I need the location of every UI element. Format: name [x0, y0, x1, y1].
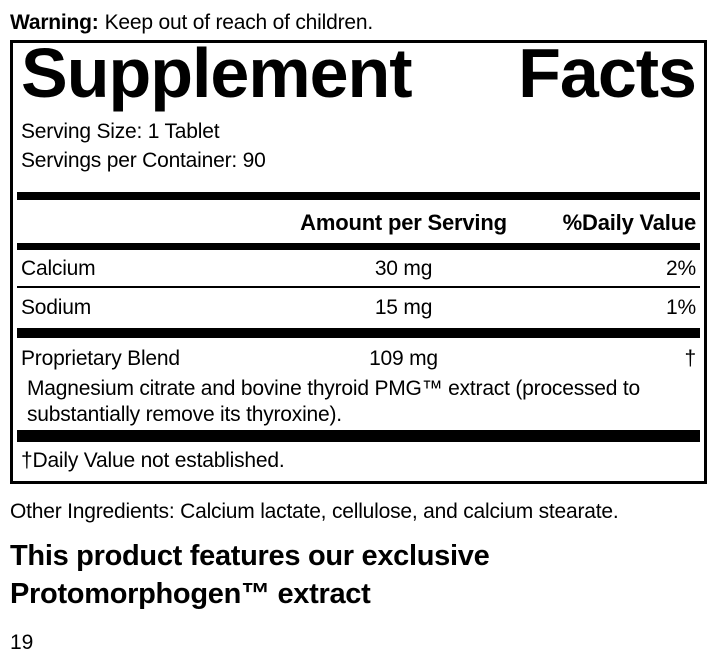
nutrient-name: Sodium	[21, 296, 92, 319]
blend-dagger: †	[684, 347, 697, 370]
serving-size: Serving Size: 1 Tablet	[21, 120, 220, 143]
blend-description-line: substantially remove its thyroxine).	[27, 403, 342, 426]
blend-description-line: Magnesium citrate and bovine thyroid PMG…	[27, 377, 641, 400]
thick-rule-top	[17, 192, 700, 200]
serving-info: Serving Size: 1 Tablet Servings per Cont…	[17, 117, 700, 175]
table-row-proprietary-blend: Proprietary Blend 109 mg †	[17, 338, 700, 373]
page-number: 19	[10, 631, 34, 654]
feature-heading: This product features our exclusive Prot…	[10, 537, 720, 613]
panel-title: Supplement Facts	[17, 34, 700, 112]
blend-description: Magnesium citrate and bovine thyroid PMG…	[17, 376, 700, 428]
blend-name: Proprietary Blend	[21, 347, 180, 370]
supplement-facts-panel: Supplement Facts Serving Size: 1 Tablet …	[10, 34, 707, 484]
nutrient-daily-value: 1%	[666, 296, 696, 319]
warning-text: Keep out of reach of children.	[104, 11, 374, 34]
other-ingredients: Other Ingredients: Calcium lactate, cell…	[10, 500, 619, 523]
header-amount-per-serving: Amount per Serving	[300, 210, 507, 235]
thick-rule-bottom	[17, 430, 700, 442]
warning-label: Warning:	[10, 11, 99, 34]
table-header-row: Amount per Serving %Daily Value	[17, 200, 700, 243]
nutrient-daily-value: 2%	[666, 257, 696, 280]
supplement-label-page: Warning: Keep out of reach of children. S…	[0, 9, 720, 655]
thick-rule-mid	[17, 328, 700, 338]
nutrient-amount: 15 mg	[374, 296, 433, 319]
header-daily-value: %Daily Value	[562, 210, 697, 235]
panel-title-word1: Supplement	[21, 34, 413, 112]
panel-title-word2: Facts	[518, 34, 697, 112]
daily-value-footnote: †Daily Value not established.	[21, 449, 285, 472]
servings-per-container: Servings per Container: 90	[21, 149, 266, 172]
table-row-calcium: Calcium 30 mg 2%	[17, 250, 700, 288]
nutrient-name: Calcium	[21, 257, 96, 280]
blend-amount: 109 mg	[369, 347, 438, 370]
feature-heading-line1: This product features our exclusive	[10, 540, 490, 572]
warning-line: Warning: Keep out of reach of children.	[10, 9, 720, 36]
table-row-sodium: Sodium 15 mg 1%	[17, 288, 700, 328]
rule-below-header	[17, 243, 700, 250]
feature-heading-line2: Protomorphogen™ extract	[10, 578, 371, 610]
nutrient-amount: 30 mg	[374, 257, 433, 280]
